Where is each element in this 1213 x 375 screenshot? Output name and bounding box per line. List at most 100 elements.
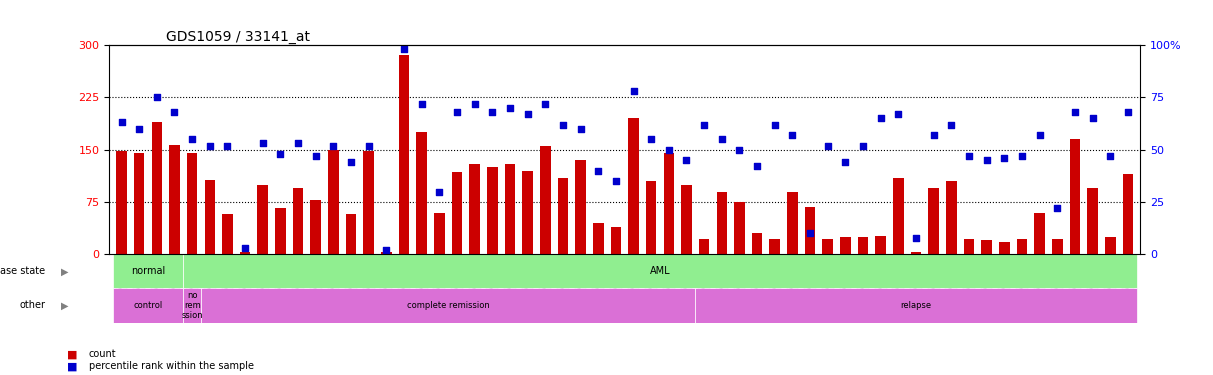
Text: ▶: ▶ xyxy=(61,267,69,276)
Point xyxy=(200,142,220,148)
Point xyxy=(448,109,467,115)
Point xyxy=(235,245,255,251)
Bar xyxy=(787,192,798,254)
Text: GDS1059 / 33141_at: GDS1059 / 33141_at xyxy=(166,30,309,44)
Bar xyxy=(804,207,815,254)
Point xyxy=(536,100,556,106)
Point xyxy=(924,132,944,138)
Point xyxy=(571,126,591,132)
Bar xyxy=(1035,213,1044,254)
Point xyxy=(588,168,608,174)
Bar xyxy=(664,153,674,254)
Bar xyxy=(275,208,286,254)
Bar xyxy=(205,180,215,254)
Text: normal: normal xyxy=(131,267,165,276)
Point xyxy=(782,132,802,138)
Point xyxy=(730,147,750,153)
Bar xyxy=(116,151,127,254)
Text: disease state: disease state xyxy=(0,267,45,276)
Point xyxy=(871,115,890,121)
Point xyxy=(659,147,678,153)
Bar xyxy=(133,153,144,254)
Bar xyxy=(187,153,198,254)
Bar xyxy=(876,236,885,254)
Point xyxy=(359,142,378,148)
Point xyxy=(694,122,713,128)
Text: ■: ■ xyxy=(67,350,78,359)
Bar xyxy=(963,239,974,254)
Text: count: count xyxy=(89,350,116,359)
Point xyxy=(165,109,184,115)
Bar xyxy=(822,239,833,254)
Bar xyxy=(222,214,233,254)
Point xyxy=(1012,153,1031,159)
Bar xyxy=(645,181,656,254)
Bar xyxy=(841,237,850,254)
Bar xyxy=(610,226,621,254)
Bar xyxy=(486,167,497,254)
Bar xyxy=(169,145,180,254)
Point xyxy=(518,111,537,117)
Bar xyxy=(858,237,869,254)
Bar xyxy=(928,188,939,254)
Point xyxy=(341,159,360,165)
Point xyxy=(130,126,149,132)
Bar xyxy=(540,146,551,254)
Point xyxy=(1100,153,1120,159)
Point xyxy=(254,140,273,146)
Bar xyxy=(682,184,691,254)
Bar xyxy=(416,132,427,254)
Bar xyxy=(593,223,604,254)
Bar xyxy=(1052,239,1063,254)
Point xyxy=(500,105,519,111)
Point xyxy=(147,94,166,100)
Point xyxy=(941,122,961,128)
Bar xyxy=(113,288,183,322)
Bar xyxy=(752,234,763,254)
Bar xyxy=(257,184,268,254)
Point xyxy=(270,151,290,157)
Bar xyxy=(981,240,992,254)
Bar xyxy=(292,188,303,254)
Point xyxy=(412,100,432,106)
Text: ■: ■ xyxy=(67,362,78,371)
Bar xyxy=(695,288,1137,322)
Bar xyxy=(1122,174,1133,254)
Point xyxy=(765,122,785,128)
Text: complete remission: complete remission xyxy=(406,301,490,310)
Bar xyxy=(558,178,568,254)
Point xyxy=(906,235,926,241)
Point xyxy=(377,247,397,253)
Point xyxy=(112,120,131,126)
Bar xyxy=(399,56,409,254)
Bar xyxy=(734,202,745,254)
Point xyxy=(976,157,996,163)
Point xyxy=(995,155,1014,161)
Bar xyxy=(699,239,710,254)
Point xyxy=(306,153,325,159)
Point xyxy=(623,88,643,94)
Point xyxy=(677,157,696,163)
Point xyxy=(553,122,573,128)
Bar xyxy=(469,164,480,254)
Bar xyxy=(328,150,338,254)
Point xyxy=(818,142,837,148)
Point xyxy=(801,231,820,237)
Point xyxy=(1065,109,1084,115)
Bar xyxy=(346,214,357,254)
Point xyxy=(182,136,201,142)
Point xyxy=(465,100,484,106)
Text: relapse: relapse xyxy=(900,301,932,310)
Bar xyxy=(946,181,957,254)
Point xyxy=(642,136,661,142)
Point xyxy=(289,140,308,146)
Text: no
rem
ssion: no rem ssion xyxy=(181,291,203,320)
Bar xyxy=(1000,242,1009,254)
Point xyxy=(1118,109,1138,115)
Bar xyxy=(311,200,321,254)
Bar xyxy=(1070,139,1081,254)
Point xyxy=(1048,206,1067,212)
Bar xyxy=(381,252,392,254)
Point xyxy=(429,189,449,195)
Bar xyxy=(769,239,780,254)
